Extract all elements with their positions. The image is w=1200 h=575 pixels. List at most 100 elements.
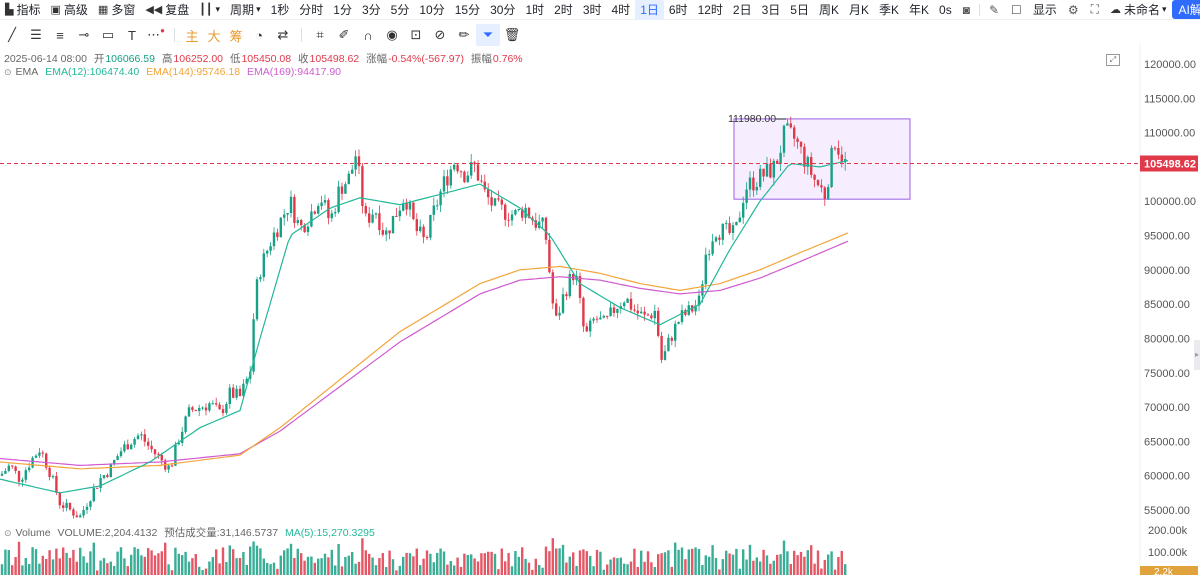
volume-bar — [140, 555, 143, 575]
replay-button[interactable]: ◀◀ 复盘 — [140, 0, 194, 20]
volume-bar — [616, 558, 619, 575]
interval-15[interactable]: 2日 — [732, 2, 752, 17]
gear-icon[interactable]: ⚙ — [1067, 2, 1079, 17]
interval-14[interactable]: 12时 — [697, 2, 723, 17]
candle-body — [75, 515, 78, 518]
swap-icon[interactable]: ⇄ — [277, 27, 289, 42]
candle-body — [242, 383, 245, 396]
candle-body — [79, 515, 82, 518]
candle-body — [541, 217, 544, 222]
candle-body — [538, 221, 541, 228]
rectangle-tool-icon[interactable]: ▭ — [101, 27, 115, 42]
candle-body — [221, 409, 225, 414]
gauge-icon[interactable]: ◔ — [255, 27, 263, 43]
interval-16[interactable]: 3日 — [761, 2, 781, 17]
volume-bar — [684, 559, 687, 575]
expand-icon[interactable]: ⤢ — [1106, 54, 1120, 66]
advanced-button[interactable]: ▣ 高级 — [45, 0, 92, 20]
candle-body — [96, 487, 99, 489]
magnet-icon[interactable]: ∩ — [363, 27, 373, 43]
interval-3[interactable]: 3分 — [361, 2, 381, 17]
interval-20[interactable]: 季K — [879, 2, 900, 17]
interval-19[interactable]: 月K — [849, 2, 870, 17]
interval-8[interactable]: 1时 — [525, 2, 545, 17]
interval-7[interactable]: 30分 — [490, 2, 516, 17]
candle-body — [55, 475, 58, 493]
candle-body — [157, 454, 160, 456]
line-tool-icon[interactable]: ╱ — [8, 27, 16, 42]
chip-button[interactable]: 筹 — [229, 28, 243, 44]
collapse-icon[interactable]: ⊙ — [4, 528, 12, 538]
interval-0[interactable]: 1秒 — [270, 2, 290, 17]
display-button[interactable]: 显示 — [1028, 0, 1062, 20]
volume-bar — [677, 549, 680, 575]
interval-2[interactable]: 1分 — [333, 2, 352, 17]
period-dropdown[interactable]: 周期 ▾ — [225, 0, 266, 20]
brush-icon[interactable]: ✏ — [458, 27, 470, 42]
interval-1[interactable]: 分时 — [299, 2, 324, 17]
price-tick-label: 60000.00 — [1144, 471, 1190, 483]
chart-type-button[interactable]: ┃┃ ▾ — [194, 0, 225, 20]
interval-6[interactable]: 15分 — [454, 2, 481, 17]
lock-icon[interactable]: ⊡ — [410, 27, 422, 42]
volume-bar — [28, 564, 31, 575]
crop-icon[interactable]: ⌗ — [316, 27, 324, 42]
big-order-button[interactable]: 大 — [207, 28, 221, 44]
indicators-button[interactable]: ▙ 指标 — [0, 0, 45, 20]
interval-11[interactable]: 4时 — [611, 2, 631, 17]
interval-10[interactable]: 3时 — [582, 2, 602, 17]
ema144-legend: EMA(144):95746.18 — [146, 66, 241, 78]
side-panel-handle[interactable]: ▸ — [1194, 340, 1200, 370]
candle-body — [429, 214, 432, 238]
fib-tool-icon[interactable]: ≡ — [56, 27, 64, 43]
multiwindow-button[interactable]: ▦ 多窗 — [93, 0, 140, 20]
camera-icon[interactable]: ◙ — [962, 2, 970, 17]
visibility-icon[interactable]: ⊘ — [434, 27, 446, 42]
candle-body — [116, 456, 119, 461]
collapse-icon[interactable]: ⊙ — [4, 67, 12, 77]
trash-icon[interactable]: 🗑 — [503, 27, 521, 42]
interval-21[interactable]: 年K — [909, 2, 930, 17]
cloud-save-button[interactable]: ☁ 未命名 ▾ — [1105, 0, 1172, 20]
candle-body — [568, 273, 571, 297]
ruler-icon[interactable]: ✐ — [338, 27, 350, 42]
price-tick-label: 110000.00 — [1144, 128, 1195, 140]
filter-icon[interactable]: ⏷ — [476, 24, 500, 46]
horizontal-line-icon[interactable]: ⊸ — [78, 27, 90, 42]
main-force-button[interactable]: 主 — [185, 28, 199, 44]
interval-4[interactable]: 5分 — [390, 2, 410, 17]
pen-icon[interactable]: ✎ — [988, 2, 1000, 17]
volume-bar — [24, 557, 27, 575]
volume-bar — [487, 551, 490, 575]
candle-body — [840, 154, 843, 163]
eye-icon[interactable]: ◉ — [386, 27, 398, 42]
interval-17[interactable]: 5日 — [790, 2, 809, 17]
interval-12[interactable]: 1日 — [635, 0, 664, 20]
volume-bar — [82, 556, 85, 575]
text-tool-icon[interactable]: T — [128, 27, 136, 43]
ai-analysis-button[interactable]: AI解读 — [1171, 0, 1200, 19]
candle-body — [361, 166, 364, 207]
more-tools-icon[interactable]: ⋯ ● — [147, 25, 165, 43]
fullscreen-icon[interactable]: ⛶ — [1090, 2, 1099, 16]
interval-18[interactable]: 周K — [818, 2, 839, 17]
interval-5[interactable]: 10分 — [419, 2, 445, 17]
volume-bar — [704, 555, 707, 575]
interval-13[interactable]: 6时 — [668, 2, 688, 17]
candle-body — [708, 254, 711, 256]
edit-icon[interactable]: ☐ — [1011, 2, 1022, 17]
candle-body — [38, 452, 41, 456]
channel-tool-icon[interactable]: ☰ — [30, 27, 42, 42]
volume-bar — [653, 567, 656, 575]
interval-9[interactable]: 2时 — [554, 2, 573, 17]
volume-bar — [320, 558, 323, 575]
ohlc-info: 2025-06-14 08:00 开106066.59 高106252.00 低… — [4, 51, 527, 66]
volume-bar — [402, 556, 405, 575]
volume-bar — [136, 548, 140, 575]
candle-body — [408, 202, 412, 210]
volume-bar — [718, 569, 721, 575]
volume-bar — [592, 566, 595, 575]
volume-bar — [823, 559, 826, 575]
candle-body — [820, 185, 823, 188]
